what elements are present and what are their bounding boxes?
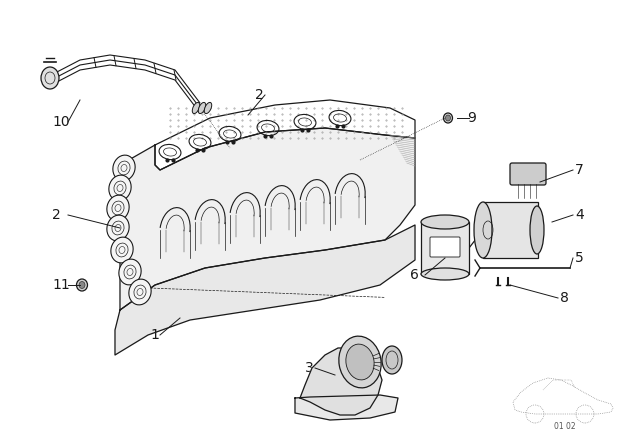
Ellipse shape: [109, 175, 131, 201]
Bar: [483, 202, 538, 258]
Ellipse shape: [421, 268, 469, 280]
Text: 10: 10: [52, 115, 70, 129]
Polygon shape: [55, 55, 200, 113]
Ellipse shape: [119, 259, 141, 285]
Polygon shape: [295, 395, 398, 420]
Text: 6: 6: [410, 268, 419, 282]
Ellipse shape: [530, 206, 544, 254]
Text: 5: 5: [575, 251, 584, 265]
Text: 11: 11: [52, 278, 70, 292]
Text: 9: 9: [467, 111, 476, 125]
Ellipse shape: [113, 155, 135, 181]
Ellipse shape: [421, 215, 469, 229]
Ellipse shape: [41, 67, 59, 89]
Text: 4: 4: [575, 208, 584, 222]
Ellipse shape: [107, 215, 129, 241]
Text: 8: 8: [560, 291, 569, 305]
Text: 2: 2: [255, 88, 264, 102]
FancyBboxPatch shape: [430, 237, 460, 257]
Text: 7: 7: [575, 163, 584, 177]
Ellipse shape: [474, 202, 492, 258]
Ellipse shape: [382, 346, 402, 374]
Ellipse shape: [79, 281, 85, 289]
Ellipse shape: [444, 113, 452, 123]
FancyBboxPatch shape: [421, 222, 469, 274]
Ellipse shape: [129, 279, 151, 305]
Ellipse shape: [192, 103, 200, 114]
Text: 3: 3: [305, 361, 314, 375]
Text: 1: 1: [150, 328, 159, 342]
Polygon shape: [300, 348, 382, 415]
Ellipse shape: [198, 103, 205, 114]
Ellipse shape: [204, 103, 212, 114]
Ellipse shape: [346, 344, 374, 380]
Ellipse shape: [107, 195, 129, 221]
Polygon shape: [115, 225, 415, 355]
Ellipse shape: [111, 237, 133, 263]
Ellipse shape: [77, 279, 88, 291]
Text: 2: 2: [52, 208, 61, 222]
Polygon shape: [120, 128, 415, 310]
FancyBboxPatch shape: [510, 163, 546, 185]
Text: 01 02: 01 02: [554, 422, 576, 431]
Ellipse shape: [445, 115, 451, 121]
Ellipse shape: [339, 336, 381, 388]
